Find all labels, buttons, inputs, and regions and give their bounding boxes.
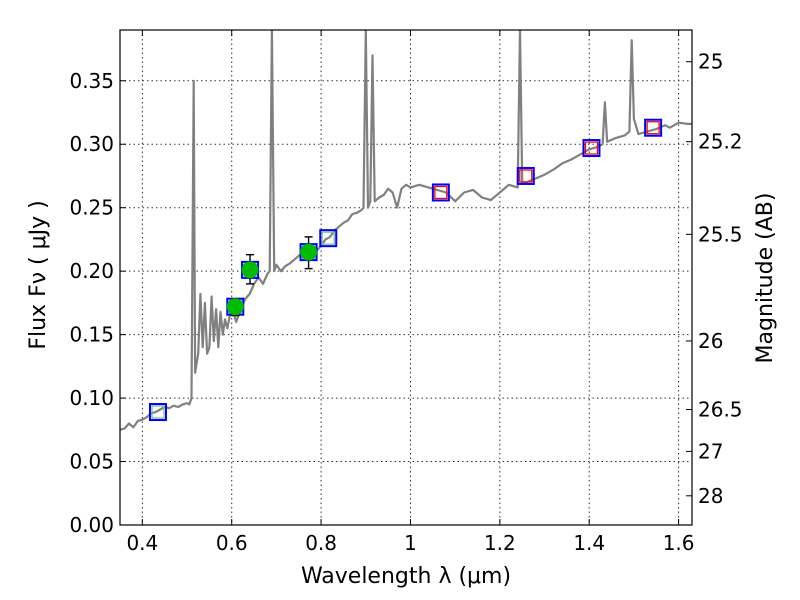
- x-tick-label: 1.4: [573, 531, 605, 555]
- right-tick-label: 26.5: [698, 398, 743, 422]
- x-axis-title: Wavelength λ (μm): [301, 564, 511, 589]
- y-tick-label: 0.30: [69, 132, 114, 156]
- tick-layer: 0.4 0.6 0.8 1 1.2 1.4 1.6 0.00 0.05 0.10 0.15 0.20 0…: [69, 30, 743, 555]
- x-tick-label: 0.8: [305, 531, 337, 555]
- observed-flux-square: [584, 141, 599, 155]
- right-tick-label: 25: [698, 50, 723, 74]
- model-flux-square: [582, 139, 601, 158]
- x-tick-label: 1: [404, 531, 417, 555]
- model-flux-square: [319, 229, 338, 248]
- right-tick-label: 28: [698, 484, 723, 508]
- model-flux-square: [148, 403, 167, 422]
- flux-point: [300, 243, 318, 261]
- observed-flux-square: [434, 185, 448, 200]
- spectrum-line: [120, 30, 692, 431]
- model-flux-square: [431, 183, 450, 202]
- series-layer: [120, 30, 692, 431]
- observed-flux-square: [646, 121, 660, 135]
- x-tick-label: 0.4: [126, 531, 158, 555]
- model-flux-square: [644, 118, 663, 137]
- flux-point: [241, 261, 259, 279]
- y-tick-label: 0.05: [69, 450, 114, 474]
- right-tick-label: 25.2: [698, 130, 743, 154]
- y-axis-title: Flux Fν ( μJy ): [26, 200, 51, 349]
- y-tick-label: 0.15: [69, 323, 114, 347]
- right-tick-label: 27: [698, 439, 723, 463]
- y-tick-label: 0.20: [69, 259, 114, 283]
- y-tick-label: 0.10: [69, 386, 114, 410]
- y-tick-label: 0.35: [69, 69, 114, 93]
- observed-flux-square: [519, 169, 533, 183]
- observed-flux-square: [321, 231, 335, 245]
- flux-point: [226, 298, 244, 316]
- y-tick-label: 0.00: [69, 513, 114, 537]
- model-flux-square: [516, 166, 535, 185]
- right-tick-label: 26: [698, 329, 723, 353]
- x-tick-label: 1.2: [484, 531, 516, 555]
- plot-frame: [119, 29, 693, 526]
- x-tick-label: 1.6: [663, 531, 695, 555]
- right-tick-label: 25.5: [698, 222, 743, 246]
- grid-layer: [120, 30, 692, 525]
- observed-flux-square: [151, 405, 165, 419]
- y-tick-label: 0.25: [69, 196, 114, 220]
- right-axis-title: Magnitude (AB): [753, 193, 778, 364]
- x-tick-label: 0.6: [216, 531, 248, 555]
